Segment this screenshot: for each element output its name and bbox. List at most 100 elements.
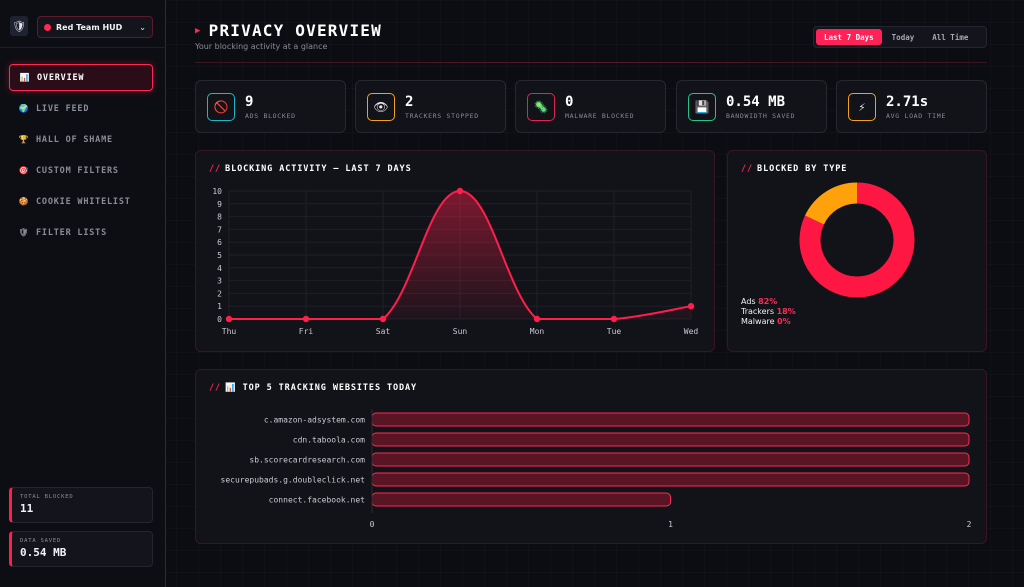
legend-pct: 18% xyxy=(776,307,796,316)
data-point xyxy=(533,315,541,323)
kpi-ads-blocked: 🚫 9 ADS BLOCKED xyxy=(195,80,346,133)
disk-icon: 💾 xyxy=(688,93,716,121)
donut-chart xyxy=(799,182,915,298)
activity-panel: //BLOCKING ACTIVITY — LAST 7 DAYS 0 1 2 3 4 5… xyxy=(195,150,715,352)
bar xyxy=(371,432,970,447)
legend-name: Trackers xyxy=(741,307,775,316)
profile-label: Red Team HUD xyxy=(56,22,123,32)
data-point xyxy=(456,187,464,195)
top-sites-title-text: TOP 5 TRACKING WEBSITES TODAY xyxy=(242,383,418,393)
y-tick-label: 10 xyxy=(212,187,222,196)
tab-all-time[interactable]: All Time xyxy=(932,32,969,42)
data-saved-card: DATA SAVED 0.54 MB xyxy=(9,531,153,567)
nav-item-custom-filters[interactable]: 🎯 CUSTOM FILTERS xyxy=(9,157,153,184)
by-type-panel: //BLOCKED BY TYPE Ads 82% Trackers 18% M… xyxy=(727,150,987,352)
top-sites-title: //📊 TOP 5 TRACKING WEBSITES TODAY xyxy=(209,383,417,393)
by-type-title: //BLOCKED BY TYPE xyxy=(741,164,847,174)
series-area xyxy=(229,191,691,319)
y-tick-label: 7 xyxy=(217,225,222,234)
top-sites-panel: //📊 TOP 5 TRACKING WEBSITES TODAY c.amaz… xyxy=(195,369,987,544)
title-slashes: // xyxy=(741,164,754,174)
total-blocked-card: TOTAL BLOCKED 11 xyxy=(9,487,153,523)
data-point xyxy=(302,315,310,323)
data-point xyxy=(610,315,618,323)
nav-label: LIVE FEED xyxy=(36,103,90,114)
by-type-title-text: BLOCKED BY TYPE xyxy=(757,164,848,174)
stat-value: 0.54 MB xyxy=(20,546,67,559)
legend-trackers: Trackers 18% xyxy=(741,307,796,317)
kpi-label: AVG LOAD TIME xyxy=(886,112,946,120)
donut-slice-ads xyxy=(799,182,915,298)
bar xyxy=(371,412,970,427)
kpi-trackers-stopped: 👁 2 TRACKERS STOPPED xyxy=(355,80,506,133)
sidebar-header: 🛡 Red Team HUD ⌄ xyxy=(0,0,166,48)
legend-pct: 82% xyxy=(758,297,778,306)
bar xyxy=(371,492,671,507)
y-tick-label: 3 xyxy=(217,277,222,286)
page-title: ▶ PRIVACY OVERVIEW xyxy=(195,21,382,40)
kpi-value: 2 xyxy=(405,94,414,110)
x-tick-label: Tue xyxy=(607,327,622,336)
y-tick-label: 0 xyxy=(217,315,222,324)
tab-today[interactable]: Today xyxy=(891,32,915,42)
y-tick-label: 8 xyxy=(217,213,222,222)
play-icon: ▶ xyxy=(195,25,202,36)
stat-label: TOTAL BLOCKED xyxy=(20,494,74,500)
page-subtitle: Your blocking activity at a glance xyxy=(195,42,328,51)
kpi-avg-load-time: ⚡ 2.71s AVG LOAD TIME xyxy=(836,80,987,133)
nav-label: OVERVIEW xyxy=(37,72,85,83)
donut-legend: Ads 82% Trackers 18% Malware 0% xyxy=(741,297,796,327)
chart-icon: 📊 xyxy=(19,73,31,82)
kpi-bandwidth-saved: 💾 0.54 MB BANDWIDTH SAVED xyxy=(676,80,827,133)
virus-icon: 🦠 xyxy=(527,93,555,121)
sidebar: 🛡 Red Team HUD ⌄ 📊 OVERVIEW 🌍 LIVE FEED … xyxy=(0,0,166,587)
kpi-value: 2.71s xyxy=(886,94,929,110)
bar xyxy=(371,452,970,467)
y-tick-label: 5 xyxy=(217,251,222,260)
x-tick-label: 2 xyxy=(967,520,972,529)
nav-item-overview[interactable]: 📊 OVERVIEW xyxy=(9,64,153,91)
activity-title: //BLOCKING ACTIVITY — LAST 7 DAYS xyxy=(209,164,412,174)
title-slashes: // xyxy=(209,164,222,174)
sidebar-nav: 📊 OVERVIEW 🌍 LIVE FEED 🏆 HALL OF SHAME 🎯… xyxy=(9,64,153,250)
range-tabs: Last 7 Days Today All Time xyxy=(813,26,987,48)
x-tick-label: Sun xyxy=(453,327,468,336)
nav-item-hall-of-shame[interactable]: 🏆 HALL OF SHAME xyxy=(9,126,153,153)
kpi-value: 0.54 MB xyxy=(726,94,786,110)
x-tick-label: Wed xyxy=(684,327,699,336)
tab-last-7-days[interactable]: Last 7 Days xyxy=(816,29,882,45)
bar xyxy=(371,472,970,487)
nav-label: CUSTOM FILTERS xyxy=(36,165,119,176)
bar-label: c.amazon-adsystem.com xyxy=(264,416,365,425)
nav-item-cookie-whitelist[interactable]: 🍪 COOKIE WHITELIST xyxy=(9,188,153,215)
bar-label: sb.scorecardresearch.com xyxy=(249,456,365,465)
eye-icon: 👁 xyxy=(367,93,395,121)
kpi-label: ADS BLOCKED xyxy=(245,112,296,120)
nav-item-filter-lists[interactable]: 🛡 FILTER LISTS xyxy=(9,219,153,246)
x-tick-label: 1 xyxy=(668,520,673,529)
kpi-label: MALWARE BLOCKED xyxy=(565,112,635,120)
title-slashes: // xyxy=(209,383,222,393)
y-tick-label: 2 xyxy=(217,289,222,298)
legend-ads: Ads 82% xyxy=(741,297,796,307)
kpi-value: 9 xyxy=(245,94,254,110)
legend-malware: Malware 0% xyxy=(741,317,796,327)
trophy-icon: 🏆 xyxy=(18,135,30,144)
nav-label: COOKIE WHITELIST xyxy=(36,196,131,207)
target-icon: 🎯 xyxy=(18,166,30,175)
data-point xyxy=(687,303,695,310)
legend-name: Malware xyxy=(741,317,775,326)
nav-label: HALL OF SHAME xyxy=(36,134,113,145)
stat-label: DATA SAVED xyxy=(20,538,62,544)
data-point xyxy=(225,315,233,323)
nav-item-live-feed[interactable]: 🌍 LIVE FEED xyxy=(9,95,153,122)
bar-label: connect.facebook.net xyxy=(269,496,366,505)
stat-value: 11 xyxy=(20,502,34,515)
y-tick-label: 1 xyxy=(217,302,222,311)
profile-select[interactable]: Red Team HUD ⌄ xyxy=(37,16,153,38)
data-point xyxy=(379,315,387,323)
bar-label: securepubads.g.doubleclick.net xyxy=(221,476,366,485)
shield-logo-icon: 🛡 xyxy=(10,16,28,36)
kpi-label: TRACKERS STOPPED xyxy=(405,112,479,120)
y-tick-label: 4 xyxy=(217,264,222,273)
